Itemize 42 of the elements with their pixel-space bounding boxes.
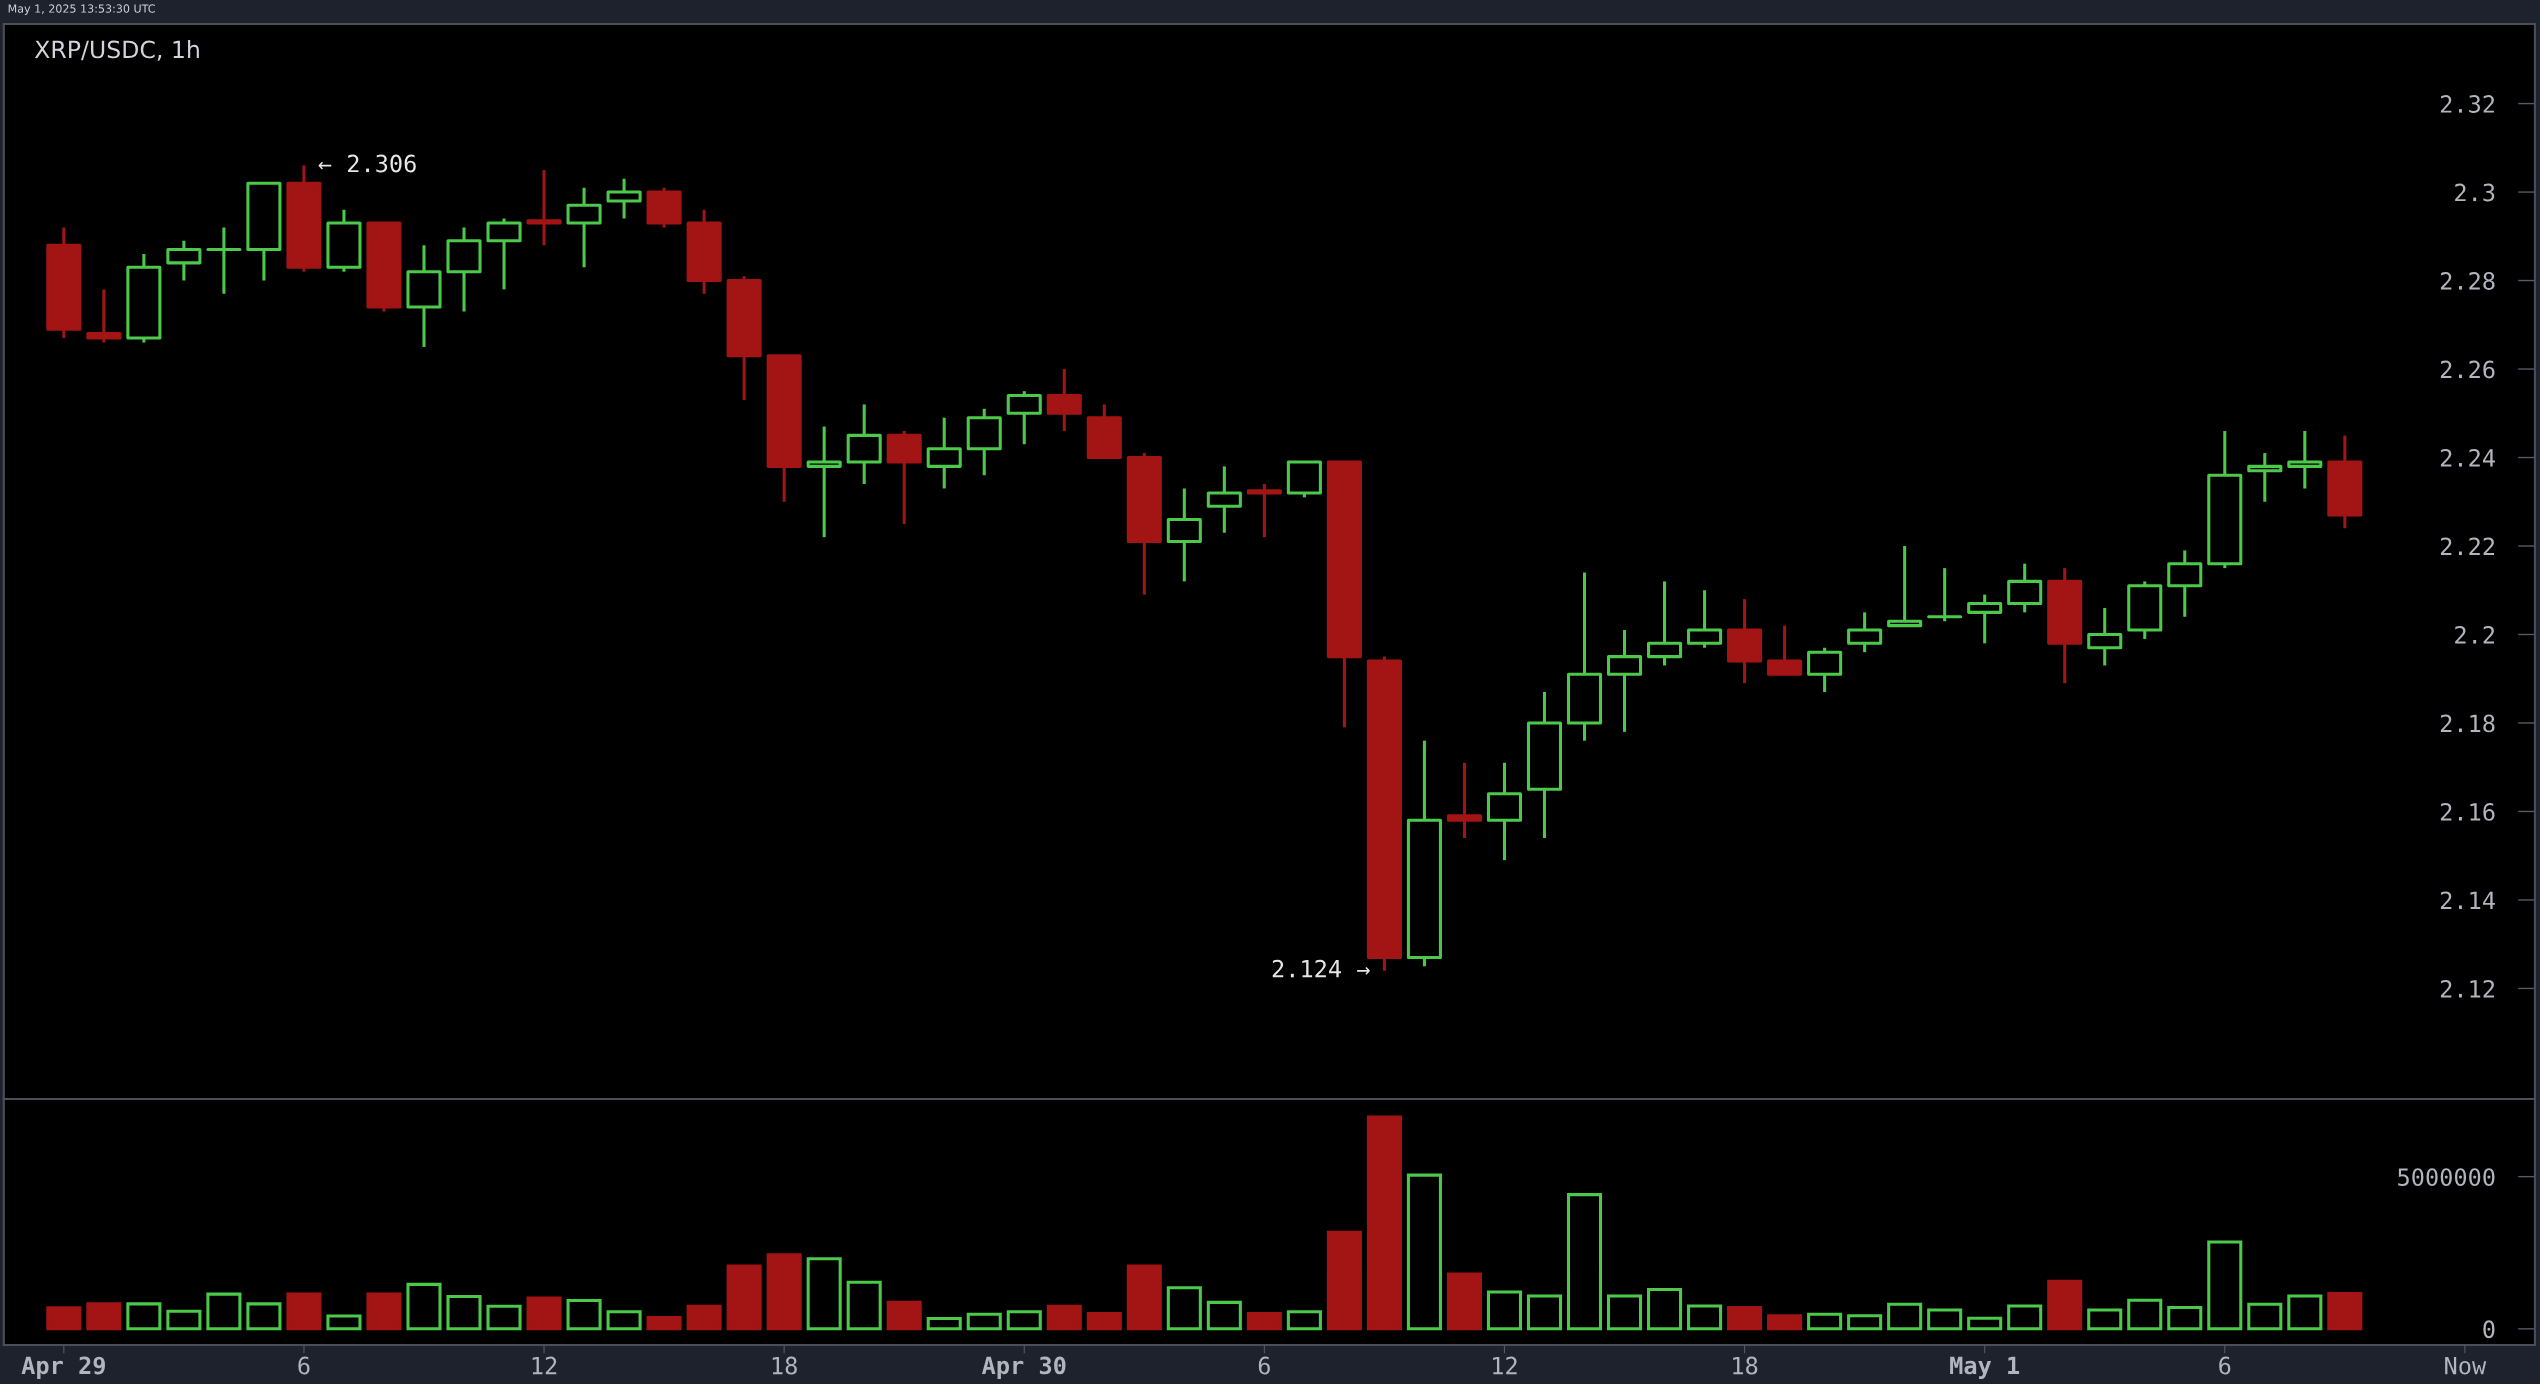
x-tick-label: 6: [298, 1356, 310, 1375]
y-tick-label: 2.28: [2440, 272, 2495, 290]
y-tick-label: 2.14: [2440, 891, 2495, 909]
y-tick-label: 2.16: [2440, 802, 2495, 821]
x-tick-label: 18: [772, 1356, 797, 1375]
candlestick: [406, 245, 442, 347]
candlestick: [446, 227, 482, 312]
y-tick-label: 5000000: [2398, 1168, 2495, 1187]
x-tick-label: 12: [1493, 1356, 1517, 1375]
y-tick-label: 0: [2483, 1320, 2495, 1339]
y-tick-label: 2.26: [2440, 360, 2495, 379]
candlestick: [1486, 761, 1523, 862]
candlestick: [2287, 430, 2323, 489]
x-tick-label: Apr 29: [21, 1356, 105, 1379]
annotation: 2.124 →: [1272, 959, 1370, 978]
x-tick-label: Apr 30: [981, 1356, 1066, 1379]
candlestick: [526, 169, 562, 247]
y-tick-label: 2.22: [2440, 537, 2495, 556]
x-tick-label: 12: [532, 1356, 557, 1375]
candlestick: [926, 417, 962, 489]
x-tick-label: 6: [2219, 1356, 2231, 1375]
candlestick: [846, 404, 882, 486]
y-tick-label: 2.18: [2440, 714, 2495, 733]
text: May 1, 2025 13:53:30 UTC: [8, 4, 155, 15]
candlestick: [1206, 466, 1242, 533]
x-tick-label: 6: [1258, 1356, 1270, 1375]
x-tick-label: 18: [1733, 1356, 1758, 1375]
annotation: ← 2.306: [318, 154, 416, 173]
candlestick: [1526, 692, 1563, 838]
candlestick: [206, 227, 242, 294]
y-tick-label: 2.12: [2440, 979, 2495, 998]
candlestick: [1166, 488, 1202, 582]
candlestick: [806, 426, 842, 539]
y-tick-label: 2.32: [2440, 95, 2495, 113]
x-tick-label: Now: [2445, 1356, 2487, 1375]
candlestick: [1727, 599, 1763, 685]
y-tick-label: 2.3: [2455, 183, 2495, 202]
candlestick: [1606, 630, 1643, 732]
x-tick-label: May 1: [1950, 1356, 2020, 1379]
y-tick-label: 2.24: [2440, 449, 2495, 467]
text: XRP/USDC, 1h: [34, 40, 199, 61]
y-tick-label: 2.2: [2455, 626, 2495, 644]
